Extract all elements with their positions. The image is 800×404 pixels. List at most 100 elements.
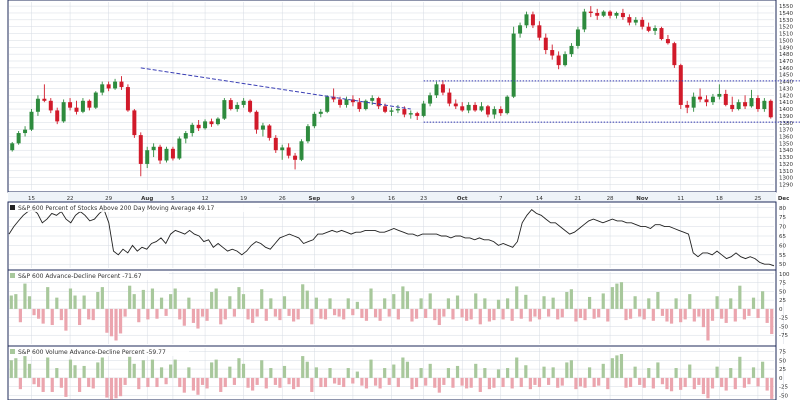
volume-advance-decline-bar — [292, 377, 296, 390]
advance-decline-bar — [123, 308, 127, 317]
volume-advance-decline-bar — [747, 377, 751, 385]
date-tick-label: 5 — [171, 196, 175, 202]
volume-advance-decline-bar — [128, 356, 132, 378]
volume-advance-decline-bar — [396, 377, 400, 388]
candle — [87, 99, 92, 111]
advance-decline-bar — [337, 308, 341, 317]
advance-decline-bar — [656, 292, 660, 309]
advance-decline-bar — [501, 308, 505, 320]
candle — [575, 26, 580, 49]
advance-decline-bar — [55, 297, 59, 309]
volume-advance-decline-bar — [715, 366, 719, 378]
volume-advance-decline-bar — [642, 377, 646, 388]
candle-body — [575, 29, 580, 46]
candle — [614, 11, 619, 19]
volume-advance-decline-bar — [405, 361, 410, 378]
advance-decline-bar — [692, 308, 696, 322]
date-tick-label: 21 — [574, 196, 581, 202]
price-y-tick-label: 1470 — [779, 59, 793, 65]
volume-advance-decline-bar — [255, 377, 259, 385]
candle-body — [164, 148, 169, 161]
volume-advance-decline-bar — [105, 377, 109, 398]
volume-advance-decline-bar — [196, 377, 200, 395]
candle — [556, 51, 561, 70]
advance-decline-bar — [282, 296, 287, 309]
volume-advance-decline-bar — [141, 360, 145, 378]
volume-advance-decline-bar — [373, 377, 378, 386]
candle-body — [68, 102, 73, 108]
advance-decline-bar — [82, 295, 86, 309]
volume-advance-decline-bar — [451, 377, 455, 388]
candle — [42, 84, 47, 103]
advance-decline-bar — [132, 294, 136, 309]
candle-body — [203, 121, 208, 129]
price-y-tick-label: 1520 — [779, 25, 793, 31]
breadth-y-tick-label: 75 — [779, 215, 786, 221]
volume-advance-decline-bar — [246, 377, 250, 388]
price-y-tick-label: 1380 — [779, 121, 793, 127]
candle-body — [318, 111, 323, 114]
candle-body — [614, 12, 619, 16]
candle — [235, 102, 240, 112]
date-tick-label: 28 — [607, 196, 614, 202]
volume-advance-decline-title-bg — [9, 347, 189, 356]
volume-advance-decline-bar — [132, 363, 136, 378]
volume-advance-decline-bar — [724, 377, 728, 391]
volume-advance-decline-bar — [720, 377, 724, 388]
candle — [55, 107, 60, 125]
candle — [537, 21, 542, 41]
advance-decline-bar — [592, 308, 596, 319]
volume-advance-decline-bar — [269, 368, 273, 378]
candle-body — [665, 39, 670, 44]
advance-decline-bar — [424, 308, 428, 319]
candle-body — [479, 106, 484, 111]
date-tick-label: 7 — [499, 196, 503, 202]
candle-body — [582, 11, 587, 30]
advance-decline-bar — [724, 308, 728, 323]
price-y-tick-label: 1290 — [779, 183, 793, 189]
advance-decline-bar — [319, 308, 323, 319]
candle-body — [556, 55, 561, 66]
volume-advance-decline-bar — [164, 377, 168, 385]
candle — [659, 26, 664, 41]
candle-body — [685, 104, 690, 108]
volume-advance-decline-bar — [301, 356, 305, 378]
candle — [511, 26, 516, 99]
advance-decline-bar — [688, 294, 692, 309]
volume-advance-decline-bar — [114, 377, 118, 399]
advance-decline-bar — [27, 296, 32, 309]
advance-decline-bar — [9, 295, 13, 309]
candle-body — [498, 109, 503, 114]
candle-body — [440, 84, 445, 93]
advance-decline-bar — [528, 308, 532, 322]
advance-decline-bar — [269, 298, 273, 309]
volume-advance-decline-bar — [91, 377, 95, 389]
advance-decline-bar — [642, 308, 646, 320]
advance-decline-bar — [524, 294, 528, 309]
candle — [730, 96, 735, 112]
candle — [601, 10, 606, 18]
advance-decline-bar — [619, 282, 624, 309]
volume-advance-decline-bar — [624, 377, 628, 388]
volume-advance-decline-bar — [410, 377, 414, 390]
advance-decline-bar — [32, 308, 36, 316]
advance-decline-bar — [87, 308, 91, 320]
advance-decline-y-tick-label: 50 — [779, 289, 786, 295]
volume-advance-decline-bar — [515, 357, 519, 378]
candle — [627, 14, 632, 26]
volume-advance-decline-bar — [319, 377, 323, 388]
price-y-tick-label: 1500 — [779, 38, 793, 44]
date-tick-label: Oct — [457, 196, 468, 202]
volume-advance-decline-bar — [237, 358, 241, 378]
date-tick-label: 19 — [240, 196, 247, 202]
candle-body — [312, 113, 317, 127]
breadth-series-line — [8, 208, 775, 267]
volume-advance-decline-bar — [519, 377, 523, 388]
advance-decline-bar — [200, 308, 205, 317]
candle — [704, 95, 709, 107]
advance-decline-bar — [751, 297, 756, 309]
candle-body — [434, 84, 439, 96]
candle-body — [119, 81, 124, 88]
candle — [138, 132, 143, 177]
candle — [35, 95, 40, 116]
